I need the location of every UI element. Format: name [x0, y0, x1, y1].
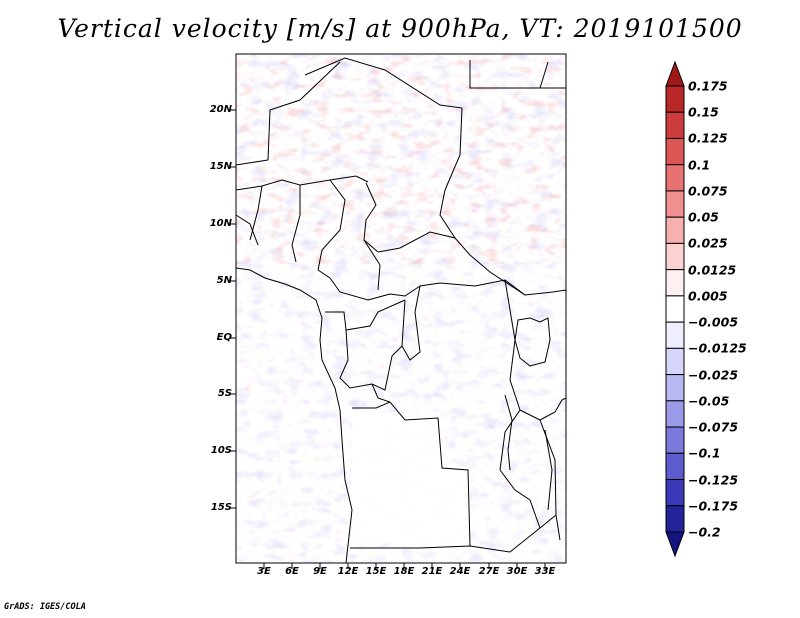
colorbar-level-label: 0.025	[688, 235, 728, 251]
colorbar-segment	[665, 85, 685, 113]
lat-label: 5N	[216, 275, 232, 286]
credit-text: GrADS: IGES/COLA	[4, 602, 86, 612]
lat-label: 10S	[210, 445, 232, 456]
colorbar-level-label: −0.2	[688, 524, 721, 540]
lon-label: 3E	[257, 566, 271, 577]
colorbar-segment	[665, 374, 685, 402]
colorbar-level-label: −0.005	[688, 314, 739, 330]
lon-label: 15E	[365, 566, 387, 577]
map-title: Vertical velocity [m/s] at 900hPa, VT: 2…	[57, 14, 743, 43]
colorbar	[665, 60, 685, 558]
colorbar-segment	[665, 531, 685, 558]
lon-label: 33E	[534, 566, 556, 577]
colorbar-level-label: 0.125	[688, 130, 728, 146]
colorbar-segment	[665, 505, 685, 533]
colorbar-level-label: 0.05	[688, 209, 719, 225]
lat-label: 15S	[210, 502, 232, 513]
colorbar-segment	[665, 164, 685, 192]
colorbar-level-label: −0.125	[688, 472, 739, 488]
colorbar-segment	[665, 295, 685, 323]
colorbar-segment	[665, 452, 685, 481]
colorbar-level-label: −0.175	[688, 498, 739, 514]
lon-label: 30E	[506, 566, 528, 577]
lat-label: 10N	[209, 218, 232, 229]
colorbar-level-label: 0.005	[688, 288, 728, 304]
colorbar-level-label: −0.05	[688, 393, 730, 409]
velocity-field	[236, 54, 566, 563]
country-borders	[235, 57, 567, 553]
lat-label: EQ	[216, 332, 232, 343]
colorbar-segment	[665, 216, 685, 244]
colorbar-segment	[665, 190, 685, 218]
colorbar-segment	[665, 137, 685, 166]
lon-label: 21E	[421, 566, 443, 577]
lat-label: 5S	[217, 388, 232, 399]
colorbar-level-label: −0.0125	[688, 340, 747, 356]
colorbar-level-label: 0.1	[688, 157, 711, 173]
lat-label: 15N	[209, 161, 232, 172]
colorbar-segment	[665, 60, 685, 87]
colorbar-level-label: 0.15	[688, 104, 719, 120]
lon-label: 24E	[449, 566, 471, 577]
map-frame	[235, 53, 567, 564]
colorbar-segment	[665, 269, 685, 297]
colorbar-level-label: 0.0125	[688, 262, 737, 278]
colorbar-level-label: −0.025	[688, 367, 739, 383]
coastlines	[235, 267, 553, 564]
lon-label: 27E	[478, 566, 500, 577]
colorbar-level-label: 0.175	[688, 78, 728, 94]
colorbar-segment	[665, 347, 685, 376]
colorbar-level-label: −0.075	[688, 419, 739, 435]
lat-ticks	[230, 109, 236, 509]
colorbar-segment	[665, 321, 685, 349]
colorbar-level-label: −0.1	[688, 445, 721, 461]
lat-label: 20N	[209, 104, 232, 115]
colorbar-segment	[665, 400, 685, 428]
colorbar-segment	[665, 426, 685, 454]
lon-ticks	[263, 563, 546, 569]
colorbar-segment	[665, 479, 685, 507]
colorbar-segment	[665, 242, 685, 271]
colorbar-level-label: 0.075	[688, 183, 728, 199]
colorbar-segment	[665, 111, 685, 139]
lon-label: 18E	[393, 566, 415, 577]
lon-label: 12E	[337, 566, 359, 577]
lon-label: 6E	[285, 566, 299, 577]
lon-label: 9E	[313, 566, 327, 577]
